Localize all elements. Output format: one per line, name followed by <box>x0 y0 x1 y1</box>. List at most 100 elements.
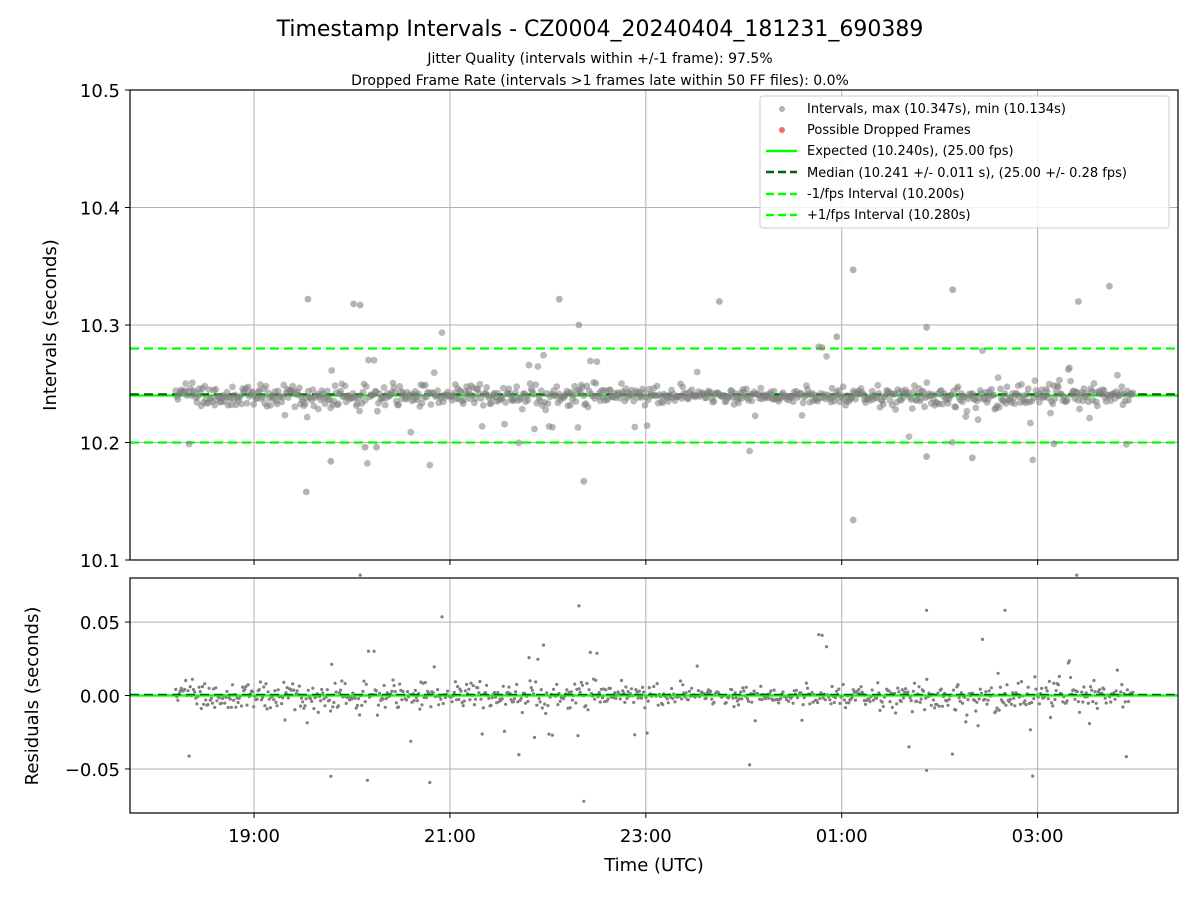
interval-outlier-point <box>968 454 976 462</box>
residual-point <box>924 696 928 700</box>
chart-title: Timestamp Intervals - CZ0004_20240404_18… <box>276 17 924 42</box>
residual-point <box>1047 679 1051 684</box>
residual-point <box>958 699 962 704</box>
interval-point <box>990 391 998 399</box>
interval-outlier-point <box>327 457 335 465</box>
residual-point <box>511 700 515 704</box>
interval-point <box>688 386 696 394</box>
interval-point <box>426 461 434 469</box>
residuals-y-axis-label: Residuals (seconds) <box>22 607 43 786</box>
residual-point <box>901 696 906 700</box>
interval-point <box>478 422 486 430</box>
intervals-y-tick-label: 10.5 <box>80 81 120 102</box>
residual-point <box>937 704 941 708</box>
interval-point <box>244 383 252 391</box>
chart-subtitle-jitter: Jitter Quality (intervals within +/-1 fr… <box>426 51 772 67</box>
residual-point <box>979 691 984 695</box>
residual-point <box>311 686 315 690</box>
residual-point <box>457 697 461 702</box>
residual-point <box>686 698 690 702</box>
interval-point <box>1067 377 1074 385</box>
residual-point <box>624 685 628 689</box>
residual-point <box>487 696 491 701</box>
residual-point <box>604 688 608 692</box>
residual-point <box>228 697 232 701</box>
interval-point <box>1043 388 1051 396</box>
intervals-x-ticks <box>253 560 1039 565</box>
residual-point <box>188 685 192 689</box>
residual-point <box>350 697 354 701</box>
interval-point <box>799 399 807 407</box>
interval-point <box>274 387 282 395</box>
interval-point <box>407 428 415 436</box>
residual-point <box>546 704 550 708</box>
residual-point <box>334 690 338 694</box>
intervals-y-tick-label: 10.3 <box>80 316 120 337</box>
interval-point <box>356 407 363 415</box>
interval-point <box>852 395 859 403</box>
interval-point <box>920 388 927 396</box>
residual-point <box>330 662 334 666</box>
residual-point <box>850 695 854 700</box>
residual-point <box>555 682 559 687</box>
interval-point <box>1051 395 1059 403</box>
residual-point <box>463 689 467 693</box>
interval-point <box>742 385 750 393</box>
x-axis-label: Time (UTC) <box>603 855 704 876</box>
interval-point <box>939 400 946 408</box>
residual-point <box>633 733 637 737</box>
residual-point <box>585 681 589 686</box>
residual-point <box>556 703 560 707</box>
interval-point <box>1049 400 1057 408</box>
interval-outlier-point <box>949 286 957 294</box>
residual-point <box>225 689 229 694</box>
residual-point <box>446 689 450 693</box>
residual-point <box>918 700 922 705</box>
residual-point <box>784 698 789 702</box>
residual-point <box>213 705 217 710</box>
residual-point <box>777 701 781 705</box>
residual-point <box>504 702 508 706</box>
residual-point <box>1075 689 1079 694</box>
residual-point <box>565 688 569 692</box>
residual-point <box>735 699 740 703</box>
residual-point <box>292 688 296 692</box>
residual-point <box>375 713 379 717</box>
x-tick-label: 19:00 <box>228 826 280 847</box>
interval-point <box>505 385 513 393</box>
residual-point <box>1087 722 1092 726</box>
interval-point <box>337 387 344 395</box>
interval-point <box>997 385 1004 393</box>
residual-point <box>243 687 247 691</box>
interval-point <box>483 384 490 391</box>
residual-point <box>236 700 240 705</box>
residual-point <box>1120 683 1124 687</box>
residual-point <box>355 703 359 708</box>
residual-point <box>614 696 618 700</box>
residual-point <box>1094 701 1098 705</box>
residual-point <box>911 689 916 693</box>
interval-point <box>1054 383 1062 391</box>
interval-outlier-point <box>833 333 841 341</box>
interval-point <box>1125 396 1132 404</box>
residual-point <box>1028 728 1032 732</box>
chart-subtitle-dropped: Dropped Frame Rate (intervals >1 frames … <box>351 73 849 89</box>
residual-point <box>539 688 543 692</box>
residual-point <box>1086 701 1090 705</box>
residual-point <box>507 685 511 689</box>
residual-point <box>412 699 416 703</box>
residual-point <box>489 703 493 707</box>
residual-point <box>670 687 674 691</box>
residual-point <box>1054 689 1058 693</box>
residual-point <box>526 699 530 704</box>
interval-outlier-point <box>575 321 583 329</box>
interval-outlier-point <box>1050 440 1058 448</box>
residual-point <box>529 686 533 690</box>
interval-point <box>570 392 577 399</box>
residual-point <box>899 699 903 704</box>
residual-point <box>206 703 210 707</box>
residual-point <box>255 697 259 701</box>
residual-point <box>795 696 800 700</box>
residual-point <box>646 699 650 703</box>
residual-point <box>339 688 343 692</box>
